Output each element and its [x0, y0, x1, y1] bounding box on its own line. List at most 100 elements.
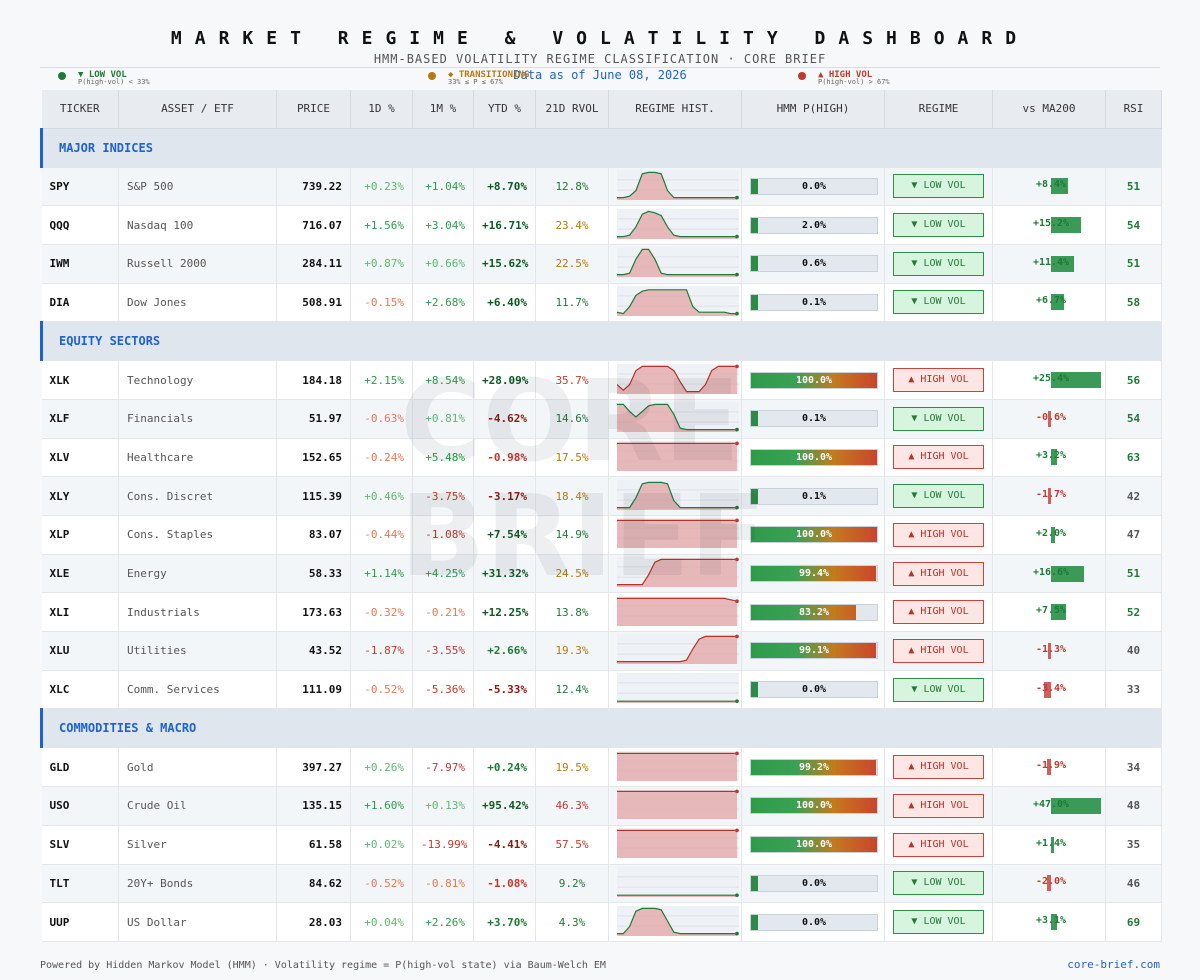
sparkline-area: [617, 210, 737, 239]
ma200-bar: +6.7%: [1001, 294, 1101, 311]
legend-label: ▼ LOW VOL: [78, 70, 127, 80]
ma200-cell: -1.3%: [992, 631, 1106, 671]
ticker-cell[interactable]: GLD: [41, 747, 119, 788]
column-header[interactable]: PRICE: [276, 90, 351, 129]
sparkline-line: [617, 404, 737, 431]
sparkline-area: [617, 753, 737, 781]
column-header[interactable]: HMM P(HIGH): [741, 90, 885, 129]
table-row[interactable]: QQQ Nasdaq 100 716.07 +1.56% +3.04% +16.71% 23…: [41, 205, 1162, 245]
regime-badge: ▲ HIGH VOL: [893, 793, 984, 818]
asset-name-cell: Russell 2000: [118, 244, 277, 284]
column-header[interactable]: 21D RVOL: [535, 90, 609, 129]
ma200-value: +11.4%: [1032, 256, 1070, 268]
price-cell: 184.18: [276, 360, 351, 400]
table-row[interactable]: XLV Healthcare 152.65 -0.24% +5.48% -0.98% 17.…: [41, 438, 1162, 478]
table-row[interactable]: XLE Energy 58.33 +1.14% +4.25% +31.32% 24.5% 99…: [41, 554, 1162, 594]
ticker-cell[interactable]: DIA: [41, 283, 119, 323]
table-row[interactable]: XLK Technology 184.18 +2.15% +8.54% +28.09% 35…: [41, 360, 1162, 400]
sparkline-line: [617, 558, 737, 586]
table-row[interactable]: XLF Financials 51.97 -0.63% +0.81% -4.62% 14.6…: [41, 399, 1162, 439]
change-1d-cell: -0.52%: [350, 864, 413, 904]
column-header[interactable]: RSI: [1105, 90, 1162, 129]
column-header[interactable]: 1M %: [412, 90, 474, 129]
rsi-cell: 52: [1105, 592, 1162, 633]
change-ytd-cell: +15.62%: [473, 244, 536, 284]
ticker-cell[interactable]: XLU: [41, 631, 119, 671]
change-1m-cell: -1.08%: [412, 515, 474, 555]
table-row[interactable]: SPY S&P 500 739.22 +0.23% +1.04% +8.70% 12.8% 0…: [41, 167, 1162, 207]
regime-history-cell: [608, 864, 742, 904]
probability-bar: 100.0%: [750, 836, 878, 854]
table-row[interactable]: USO Crude Oil 135.15 +1.60% +0.13% +95.42% 46.…: [41, 786, 1162, 826]
ticker-cell[interactable]: XLC: [41, 670, 119, 710]
probability-bar: 100.0%: [750, 448, 878, 466]
table-row[interactable]: GLD Gold 397.27 +0.26% -7.97% +0.24% 19.5% 99.2…: [41, 747, 1162, 788]
ticker-cell[interactable]: XLE: [41, 554, 119, 594]
change-ytd-cell: +7.54%: [473, 515, 536, 555]
footer-link[interactable]: core-brief.com: [1067, 958, 1160, 971]
ticker-cell[interactable]: XLF: [41, 399, 119, 439]
ticker-cell[interactable]: TLT: [41, 864, 119, 904]
table-row[interactable]: XLP Cons. Staples 83.07 -0.44% -1.08% +7.54% 1…: [41, 515, 1162, 555]
table-row[interactable]: SLV Silver 61.58 +0.02% -13.99% -4.41% 57.5% 10…: [41, 825, 1162, 865]
change-1d-cell: +0.46%: [350, 476, 413, 516]
table-row[interactable]: XLU Utilities 43.52 -1.87% -3.55% +2.66% 19.3%…: [41, 631, 1162, 671]
ma200-value: +25.4%: [1032, 373, 1070, 385]
ticker-cell[interactable]: SLV: [41, 825, 119, 865]
rsi-cell: 51: [1105, 167, 1162, 207]
change-1m-cell: +5.48%: [412, 438, 474, 478]
ticker-cell[interactable]: IWM: [41, 244, 119, 284]
probability-value: 99.1%: [798, 645, 830, 657]
ticker-cell[interactable]: XLV: [41, 438, 119, 478]
ticker-cell[interactable]: USO: [41, 786, 119, 826]
ma200-bar-fill: [1051, 449, 1058, 466]
ticker-cell[interactable]: SPY: [41, 167, 119, 207]
column-header[interactable]: TICKER: [41, 90, 119, 129]
column-header[interactable]: 1D %: [350, 90, 413, 129]
ticker-cell[interactable]: XLK: [41, 360, 119, 400]
rvol-cell: 12.4%: [535, 670, 609, 710]
table-row[interactable]: UUP US Dollar 28.03 +0.04% +2.26% +3.70% 4.3% 0…: [41, 902, 1162, 942]
ticker-cell[interactable]: XLY: [41, 476, 119, 516]
price-cell: 51.97: [276, 399, 351, 439]
ticker-cell[interactable]: QQQ: [41, 205, 119, 245]
column-header[interactable]: REGIME HIST.: [608, 90, 742, 129]
legend-note: P(high-vol) > 67%: [818, 78, 890, 86]
table-row[interactable]: TLT 20Y+ Bonds 84.62 -0.52% -0.81% -1.08% 9.2%…: [41, 864, 1162, 904]
table-header: TICKER ASSET / ETF PRICE 1D % 1M % YTD % 21D R…: [41, 90, 1162, 129]
ticker-cell[interactable]: UUP: [41, 902, 119, 942]
ticker-cell[interactable]: XLI: [41, 592, 119, 633]
table-row[interactable]: XLI Industrials 173.63 -0.32% -0.21% +12.25% 1…: [41, 592, 1162, 633]
column-header[interactable]: ASSET / ETF: [118, 90, 277, 129]
hmm-probability-cell: 2.0%: [741, 205, 885, 245]
ma200-cell: -3.4%: [992, 670, 1106, 710]
probability-bar-fill: [751, 643, 876, 659]
rsi-cell: 54: [1105, 399, 1162, 439]
column-header[interactable]: YTD %: [473, 90, 536, 129]
rvol-cell: 22.5%: [535, 244, 609, 284]
probability-value: 0.0%: [801, 916, 827, 928]
rsi-cell: 47: [1105, 515, 1162, 555]
change-1m-cell: +0.66%: [412, 244, 474, 284]
table-row[interactable]: IWM Russell 2000 284.11 +0.87% +0.66% +15.62%…: [41, 244, 1162, 284]
probability-bar-fill: [751, 294, 758, 310]
column-header[interactable]: vs MA200: [992, 90, 1106, 129]
ma200-value: +2.0%: [1035, 527, 1067, 539]
ma200-value: +15.2%: [1032, 218, 1070, 230]
sparkline-area: [617, 482, 737, 510]
asset-name-cell: US Dollar: [118, 902, 277, 942]
asset-name-cell: Comm. Services: [118, 670, 277, 710]
price-cell: 397.27: [276, 747, 351, 788]
table-row[interactable]: XLY Cons. Discret 115.39 +0.46% -3.75% -3.17%…: [41, 476, 1162, 516]
asset-name-cell: Utilities: [118, 631, 277, 671]
ma200-cell: +25.4%: [992, 360, 1106, 400]
rsi-cell: 40: [1105, 631, 1162, 671]
ma200-bar: +11.4%: [1001, 255, 1101, 272]
table-row[interactable]: XLC Comm. Services 111.09 -0.52% -5.36% -5.33…: [41, 670, 1162, 710]
table-row[interactable]: DIA Dow Jones 508.91 -0.15% +2.68% +6.40% 11.7…: [41, 283, 1162, 323]
sparkline-area: [617, 520, 737, 549]
change-1d-cell: -0.52%: [350, 670, 413, 710]
change-ytd-cell: -4.62%: [473, 399, 536, 439]
ticker-cell[interactable]: XLP: [41, 515, 119, 555]
column-header[interactable]: REGIME: [884, 90, 993, 129]
